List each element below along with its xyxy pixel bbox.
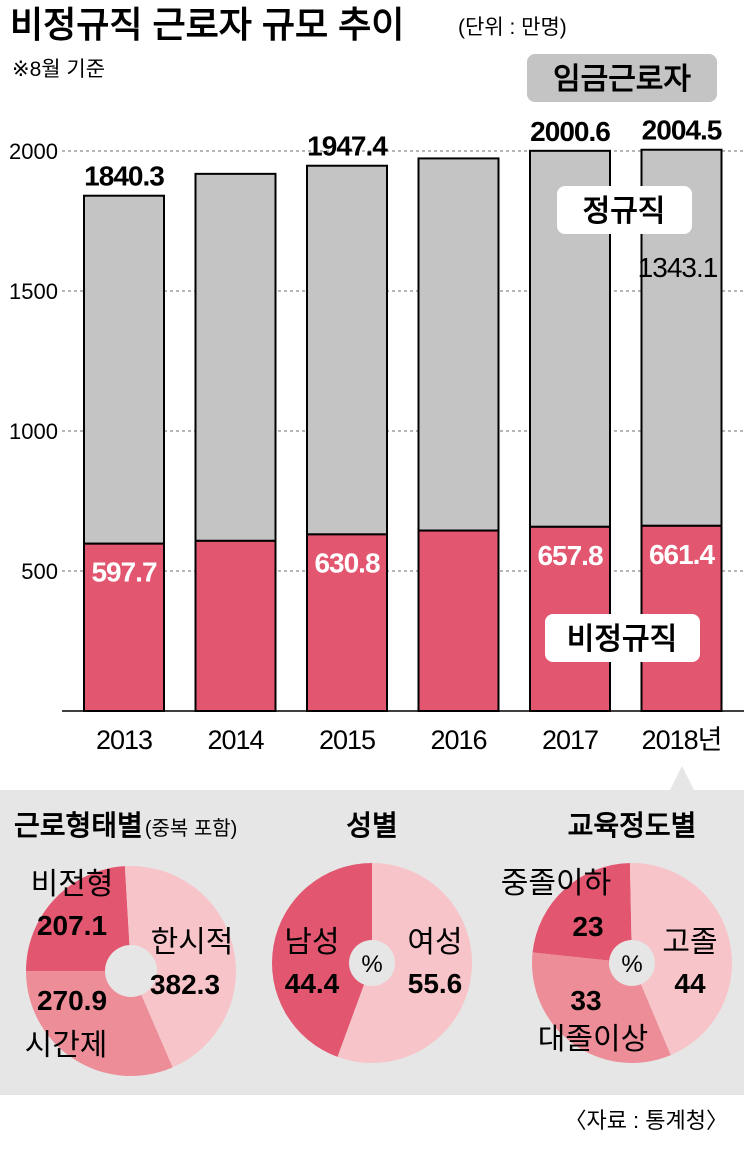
x-tick-label: 2013 — [96, 725, 152, 755]
total-value-label: 2004.5 — [642, 115, 722, 146]
pie1-slice — [26, 866, 131, 971]
pie3-value-1: 44 — [674, 968, 706, 999]
bar-nonregular — [417, 529, 500, 712]
pie1-slice — [26, 971, 173, 1076]
legend-regular-box — [557, 186, 692, 234]
y-tick-label: 1500 — [9, 279, 58, 304]
pie2-label-1: 여성 — [407, 926, 462, 959]
bar-regular — [83, 194, 165, 545]
pie3-title: 교육정도별 — [568, 810, 697, 841]
pie1-label-1: 한시적 — [151, 926, 234, 959]
total-value-label: 1947.4 — [307, 131, 388, 162]
pie1-title: 근로형태별 — [14, 810, 143, 841]
pie2-label-0: 남성 — [284, 926, 339, 959]
bar-nonregular — [83, 542, 165, 712]
source-label: 〈자료 : 통계청〉 — [564, 1108, 728, 1133]
pie3-slice — [532, 863, 632, 963]
bar-regular — [417, 157, 500, 532]
bar-nonregular — [194, 539, 277, 712]
y-tick-label: 500 — [21, 559, 58, 584]
pie2-center: % — [361, 951, 382, 978]
x-tick-label: 2015 — [319, 725, 375, 755]
nonregular-value-label: 657.8 — [537, 540, 602, 571]
pie2-title: 성별 — [346, 810, 398, 841]
bar-regular — [306, 164, 388, 536]
pie3-hole — [609, 940, 655, 986]
x-tick-label: 2016 — [430, 725, 486, 755]
pie3-value-0: 23 — [572, 911, 603, 942]
pie1-label-0: 비전형 — [31, 868, 114, 901]
pie2-hole — [349, 940, 395, 986]
nonregular-value-label: 630.8 — [314, 547, 379, 578]
pie1-subtitle: (중복 포함) — [145, 817, 237, 840]
bar-nonregular — [306, 533, 388, 712]
pie1-title-group: 근로형태별 (중복 포함) — [14, 810, 237, 841]
y-tick-label: 2000 — [9, 139, 58, 164]
nonregular-value-label: 597.7 — [91, 557, 156, 588]
pie2-value-0: 44.4 — [285, 968, 340, 999]
x-tick-label: 2014 — [207, 725, 264, 755]
pie1-hole — [105, 945, 157, 997]
pie2-value-1: 55.6 — [408, 968, 463, 999]
total-value-label: 1840.3 — [84, 161, 164, 192]
pie3-label-2: 대졸이상 — [538, 1023, 648, 1056]
nonregular-value-label: 661.4 — [649, 539, 715, 570]
legend-nonregular: 비정규직 — [567, 623, 677, 656]
chart-title: 비정규직 근로자 규모 추이 — [10, 4, 404, 45]
total-value-label: 2000.6 — [530, 116, 610, 147]
x-tick-label: 2018년 — [642, 725, 722, 755]
legend-nonregular-box — [545, 614, 700, 662]
pie3-slice — [629, 862, 733, 1056]
note-label: ※8월 기준 — [12, 58, 105, 81]
pie2-slice — [271, 862, 372, 1057]
pie3-label-0: 중졸이하 — [501, 867, 611, 900]
y-tick-label: 1000 — [9, 419, 58, 444]
legend-total-box — [527, 54, 717, 102]
regular-value-label: 1343.1 — [638, 252, 718, 283]
legend-total: 임금근로자 — [553, 63, 691, 96]
pie1-slice — [124, 866, 236, 1068]
pie1-value-2: 270.9 — [37, 985, 107, 1016]
pie2-slice — [337, 863, 472, 1063]
bar-regular — [194, 172, 277, 542]
x-tick-label: 2017 — [542, 725, 598, 755]
pie3-label-1: 고졸 — [662, 926, 717, 959]
pie1-value-1: 382.3 — [150, 969, 220, 1000]
legend-regular: 정규직 — [583, 195, 666, 228]
unit-label: (단위 : 만명) — [458, 16, 567, 39]
pie1-value-0: 207.1 — [37, 910, 107, 941]
pie3-value-2: 33 — [570, 985, 601, 1016]
pie3-center: % — [621, 951, 642, 978]
pie1-label-2: 시간제 — [25, 1029, 108, 1062]
